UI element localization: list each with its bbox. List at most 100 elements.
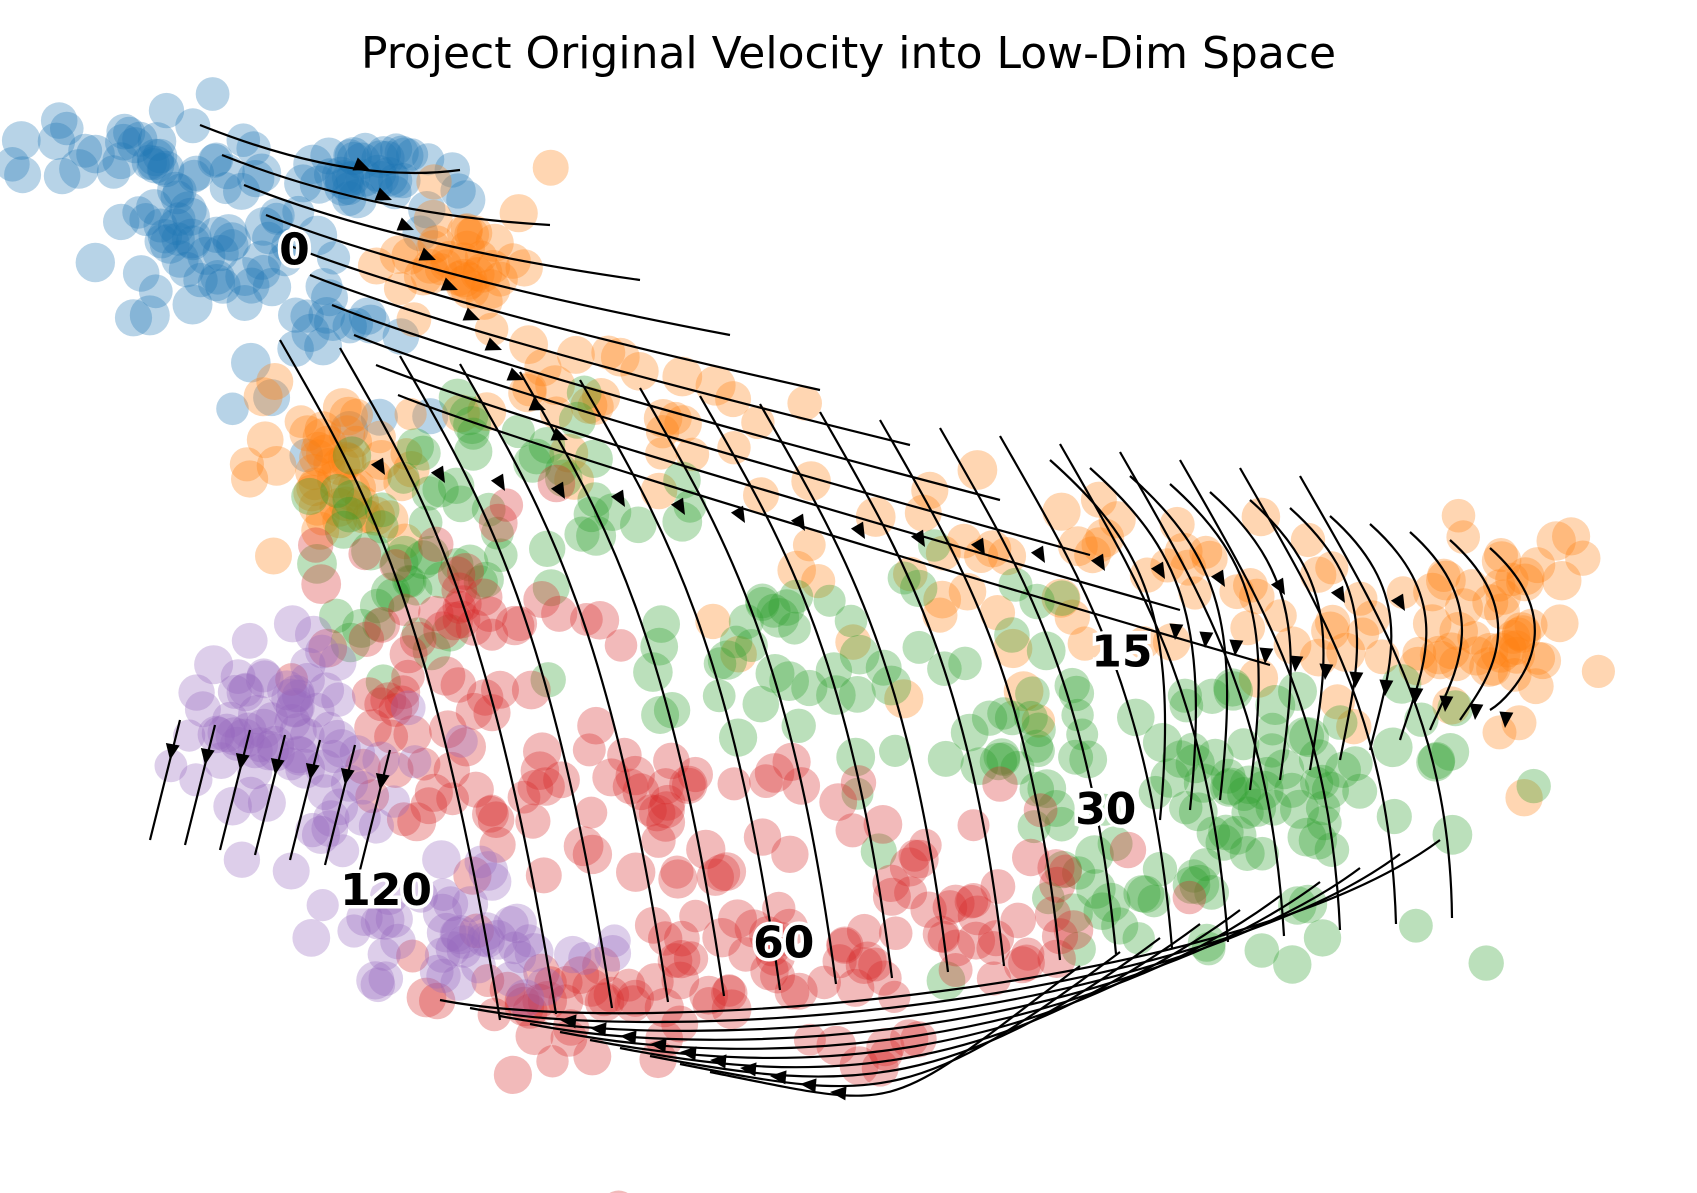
point-60 [541,595,578,632]
point-15 [787,386,822,421]
point-30 [449,396,489,436]
streamline [469,853,1401,1024]
point-120 [426,878,460,911]
point-60 [593,976,630,1013]
point-60 [1011,937,1045,971]
point-60 [275,663,308,696]
point-30 [663,461,701,500]
point-120 [228,672,263,707]
point-0 [175,108,211,144]
point-15 [229,447,264,482]
point-0 [268,241,303,277]
point-60 [453,856,492,895]
point-0 [171,197,210,236]
point-60 [826,927,862,963]
point-30 [1015,676,1050,711]
point-15 [792,528,826,562]
point-60 [308,628,348,668]
point-60 [898,839,931,872]
point-120 [307,774,343,811]
streamline-arrow [1379,679,1394,696]
point-15 [298,488,337,526]
point-30 [320,473,355,508]
point-30 [1303,919,1342,957]
point-30 [1044,850,1082,889]
streamline-arrow [1090,553,1105,571]
streamline [323,744,357,866]
point-15 [1412,604,1452,643]
point-60 [661,961,700,1000]
point-30 [986,742,1021,776]
point-30 [1373,727,1413,768]
point-15 [495,243,531,279]
point-60 [718,899,757,939]
point-60 [393,715,432,754]
point-120 [194,645,234,685]
point-0 [412,143,445,176]
point-120 [367,937,401,971]
point-30 [1210,758,1246,794]
point-0 [246,254,281,289]
point-60 [378,693,413,727]
point-30 [1101,907,1139,945]
streamline-arrow [710,1054,727,1069]
point-15 [328,486,364,522]
point-30 [1245,836,1279,871]
point-60 [1037,849,1075,887]
point-60 [976,961,1012,996]
point-30 [451,544,489,582]
point-30 [1061,931,1096,967]
point-15 [1482,715,1517,750]
streamline-arrow [418,247,436,261]
point-30 [734,629,768,662]
point-15 [1514,608,1548,642]
point-15 [855,497,896,537]
streamline-arrow [550,427,568,441]
point-15 [591,335,626,370]
streamline-arrow [910,529,925,547]
cluster-label-0: 0 [279,224,310,275]
point-15 [454,217,490,252]
point-120 [220,726,255,761]
point-30 [1342,773,1378,809]
streamline-arrow [305,763,320,780]
point-30 [1213,671,1254,711]
point-15 [1164,532,1203,571]
point-30 [440,548,474,581]
point-30 [351,531,391,571]
streamline [1209,491,1292,781]
point-30 [1431,733,1470,771]
point-60 [384,685,420,721]
point-0 [161,222,195,256]
point-60 [396,939,430,973]
point-120 [422,893,463,934]
point-15 [1536,521,1576,561]
streamline [1249,499,1325,771]
point-30 [1188,848,1222,882]
point-60 [692,987,726,1021]
point-30 [1250,756,1284,791]
point-15 [1189,535,1223,569]
point-0 [157,171,194,209]
streamline [649,937,1161,1078]
streamline-arrow [374,187,392,201]
streamline [1239,467,1398,925]
point-60 [489,488,524,522]
point-15 [331,443,367,479]
point-15 [1432,632,1470,670]
point-15 [1067,626,1103,661]
point-0 [396,138,429,171]
point-120 [375,900,413,938]
point-30 [530,662,566,698]
streamline-arrow [370,457,385,475]
point-30 [1058,675,1095,712]
point-60 [774,974,810,1010]
point-15 [1041,578,1081,618]
point-120 [380,923,416,960]
point-30 [979,742,1018,781]
point-15 [1502,612,1541,651]
point-120 [255,702,288,735]
point-0 [252,267,292,307]
point-60 [938,953,973,987]
point-60 [536,1045,569,1078]
